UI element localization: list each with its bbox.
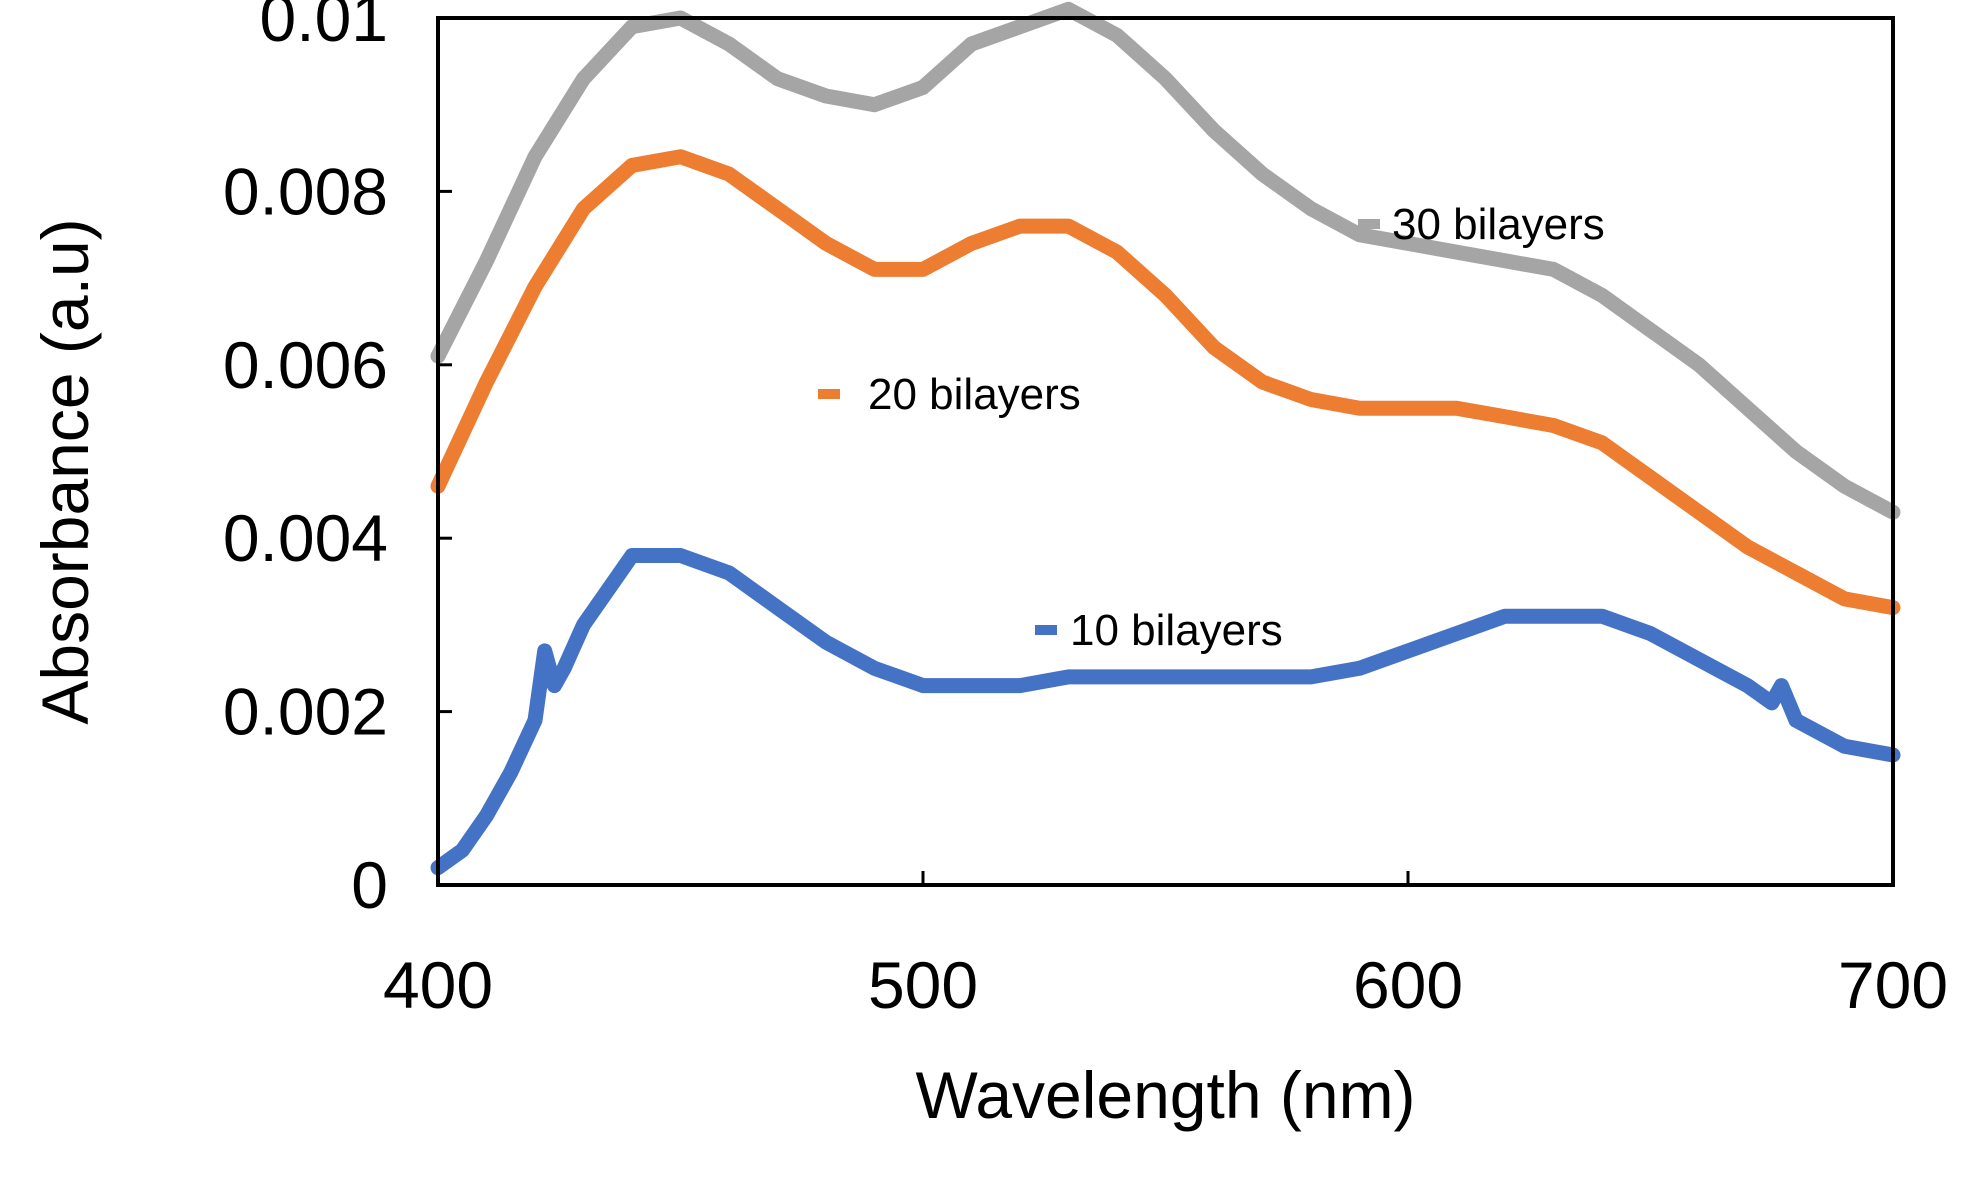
legend-label-30-bilayers: 30 bilayers	[1392, 200, 1605, 249]
legend-label-10-bilayers: 10 bilayers	[1070, 606, 1283, 655]
tick-layer: 400 500 600 700 0 0.002 0.004 0.006 0.008 0.01	[223, 0, 1948, 1022]
x-tick-label: 700	[1838, 948, 1948, 1022]
legend-label-20-bilayers: 20 bilayers	[868, 370, 1081, 419]
x-tick-label: 400	[383, 948, 493, 1022]
y-axis-title: Absorbance (a.u)	[28, 218, 102, 724]
y-tick-label: 0.002	[223, 675, 388, 749]
series-line-20-bilayers	[430, 149, 1901, 616]
legend-layer: 30 bilayers 20 bilayers 10 bilayers	[818, 200, 1605, 655]
y-tick-label: 0.01	[260, 0, 388, 55]
y-tick-label: 0.004	[223, 501, 388, 575]
series-line-10-bilayers	[430, 548, 1901, 876]
x-axis-title: Wavelength (nm)	[915, 1058, 1415, 1132]
x-tick-label: 500	[868, 948, 978, 1022]
series-layer	[430, 1, 1901, 876]
y-tick-label: 0	[351, 848, 388, 922]
y-tick-label: 0.006	[223, 328, 388, 402]
x-tick-label: 600	[1353, 948, 1463, 1022]
series-line-30-bilayers	[430, 1, 1901, 520]
y-tick-label: 0.008	[223, 154, 388, 228]
plot-frame	[436, 16, 1895, 887]
